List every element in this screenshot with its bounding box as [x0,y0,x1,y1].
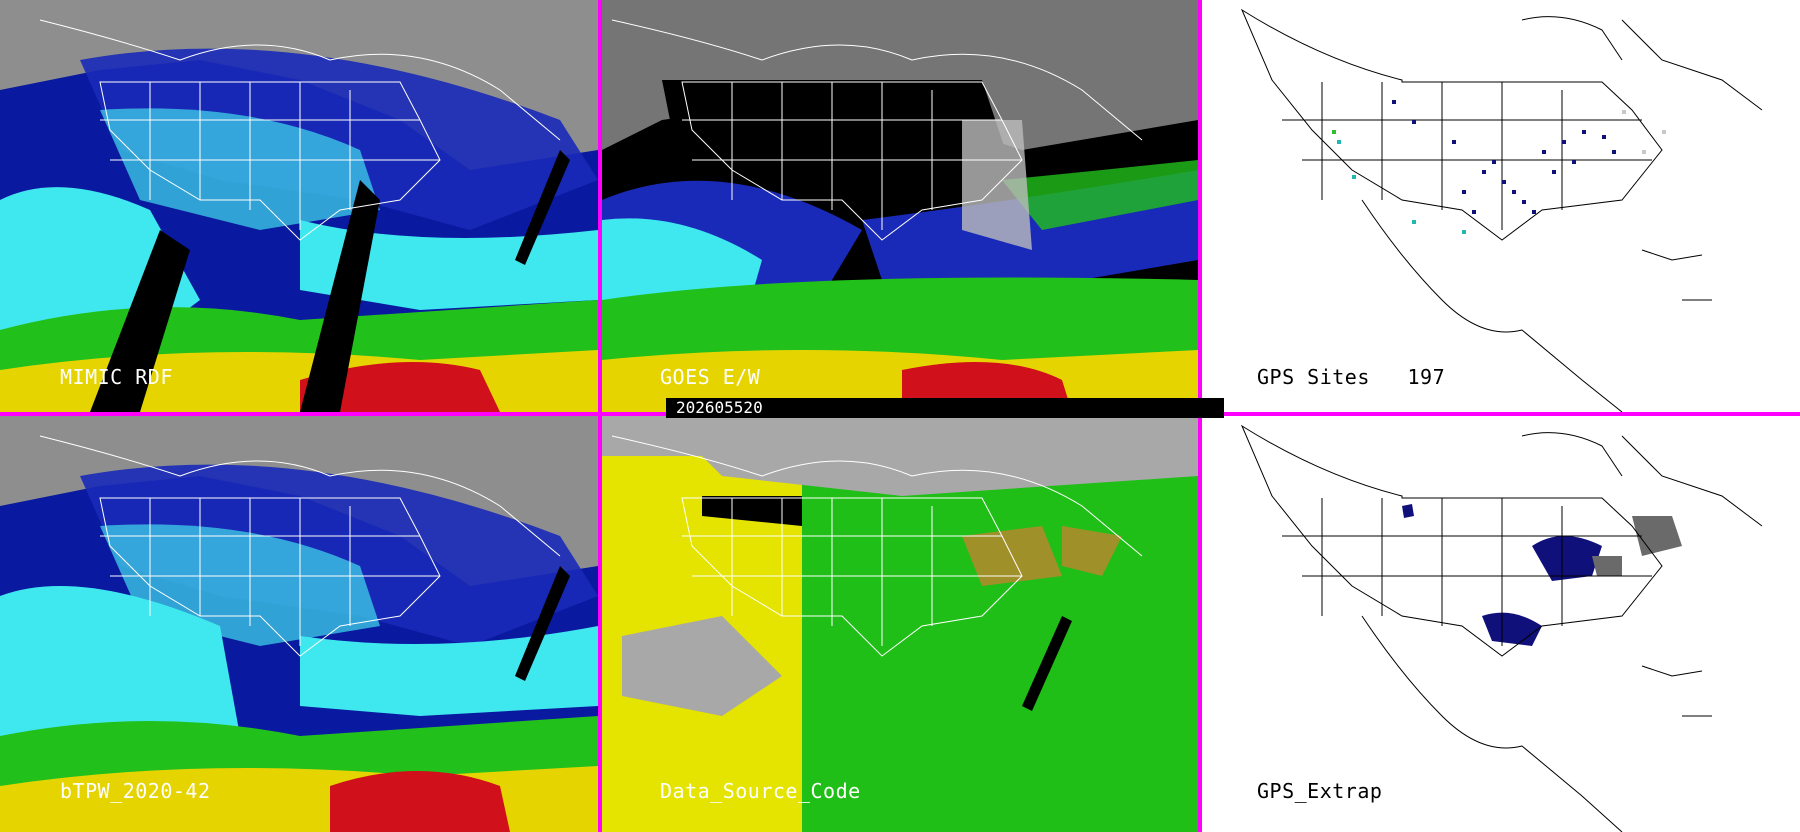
gps-extrap-panel: GPS_Extrap [1202,416,1800,832]
btpw-label: bTPW_2020-42 [60,779,211,803]
goes-ew-map [602,0,1198,412]
gps-sites-label: GPS Sites 197 [1257,365,1446,389]
mimic-rdf-label: MIMIC RDF [60,365,173,389]
timestamp-bar: 202605520 [666,398,1224,418]
mimic-rdf-panel: MIMIC RDF [0,0,598,412]
gps-extrap-map [1202,416,1800,832]
divider-vertical-left [598,0,602,832]
data-source-code-panel: Data_Source_Code [602,416,1198,832]
gps-sites-panel: GPS Sites 197 [1202,0,1800,412]
data-source-code-map [602,416,1198,832]
goes-ew-panel: GOES E/W [602,0,1198,412]
btpw-panel: bTPW_2020-42 [0,416,598,832]
gps-extrap-label: GPS_Extrap [1257,779,1383,803]
gps-sites-map [1202,0,1800,412]
mimic-rdf-map [0,0,598,412]
btpw-map [0,416,598,832]
goes-ew-label: GOES E/W [660,365,761,389]
data-source-code-label: Data_Source_Code [660,779,861,803]
